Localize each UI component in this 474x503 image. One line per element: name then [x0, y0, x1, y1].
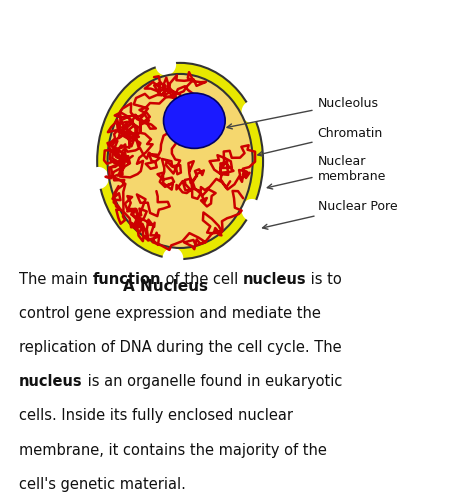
Text: nucleus: nucleus	[19, 374, 82, 389]
Ellipse shape	[164, 93, 225, 148]
Text: cells. Inside its fully enclosed nuclear: cells. Inside its fully enclosed nuclear	[19, 408, 293, 424]
Text: Nuclear
membrane: Nuclear membrane	[267, 154, 386, 189]
Text: control gene expression and mediate the: control gene expression and mediate the	[19, 306, 321, 321]
Text: nucleus: nucleus	[243, 272, 306, 287]
Text: A Nucleus: A Nucleus	[123, 279, 209, 294]
Text: membrane, it contains the majority of the: membrane, it contains the majority of th…	[19, 443, 327, 458]
Circle shape	[242, 101, 263, 123]
Ellipse shape	[108, 74, 253, 248]
Text: Chromatin: Chromatin	[258, 127, 383, 156]
Text: replication of DNA during the cell cycle. The: replication of DNA during the cell cycle…	[19, 340, 342, 355]
Text: Nucleolus: Nucleolus	[227, 97, 379, 129]
Circle shape	[155, 53, 176, 75]
Text: function: function	[92, 272, 161, 287]
Circle shape	[88, 167, 109, 189]
Text: Nuclear Pore: Nuclear Pore	[263, 200, 397, 229]
Text: of the cell: of the cell	[161, 272, 243, 287]
Text: The main: The main	[19, 272, 92, 287]
Text: is to: is to	[306, 272, 342, 287]
Circle shape	[242, 199, 263, 221]
Ellipse shape	[97, 63, 263, 259]
Circle shape	[163, 247, 183, 270]
Text: is an organelle found in eukaryotic: is an organelle found in eukaryotic	[82, 374, 342, 389]
Text: cell's genetic material.: cell's genetic material.	[19, 477, 186, 492]
